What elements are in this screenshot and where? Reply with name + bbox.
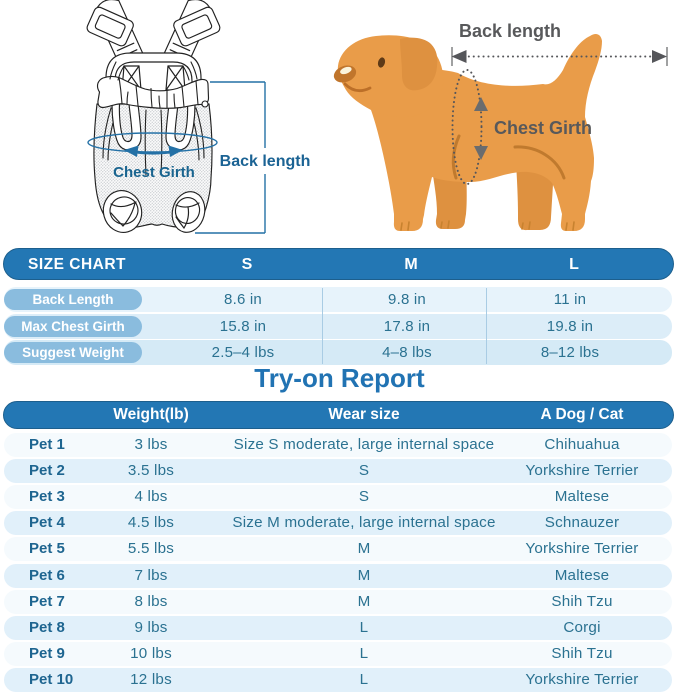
- svg-text:Chest Girth: Chest Girth: [494, 118, 592, 138]
- svg-text:Back length: Back length: [220, 153, 311, 170]
- svg-text:Chest Girth: Chest Girth: [113, 164, 195, 181]
- svg-text:Back length: Back length: [459, 21, 561, 41]
